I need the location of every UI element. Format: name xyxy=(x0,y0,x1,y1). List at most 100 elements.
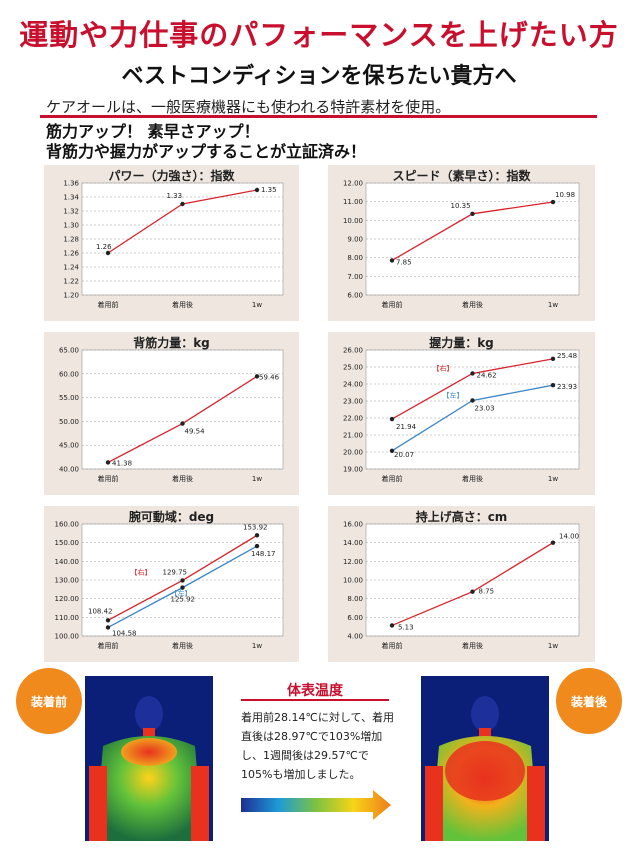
chart-title: パワー（力強さ）：指数 xyxy=(108,168,235,183)
y-tick-label: 1.22 xyxy=(63,278,79,286)
y-tick-label: 6.00 xyxy=(347,614,363,622)
data-point xyxy=(470,371,475,376)
plot-area xyxy=(365,349,580,470)
data-point xyxy=(105,625,111,630)
data-label: 21.94 xyxy=(396,423,417,431)
chart-panel-grip: 握力量：kg 19.00 20.00 21.00 22.00 23.00 24.00 25.0… xyxy=(328,332,595,495)
badge-after: 装着後 xyxy=(556,668,622,734)
data-label: 108.42 xyxy=(88,607,113,615)
y-tick-label: 50.00 xyxy=(59,418,79,426)
data-label: 25.48 xyxy=(557,352,577,360)
data-label: 20.07 xyxy=(394,451,414,459)
data-label: 23.93 xyxy=(557,383,577,391)
x-tick-label: 着用前 xyxy=(382,300,403,309)
chart-panel-speed: スピード（素早さ）：指数 6.00 7.00 8.00 9.00 10.00 11.00 12… xyxy=(328,165,595,321)
chart-power: パワー（力強さ）：指数 1.20 1.22 1.24 1.26 1.28 1.30 1.32 1… xyxy=(63,168,284,309)
y-tick-label: 6.00 xyxy=(347,292,363,300)
series-name-label: 【右】 xyxy=(433,363,454,372)
chart-title: スピード（素早さ）：指数 xyxy=(392,168,531,183)
y-tick-label: 60.00 xyxy=(59,370,79,378)
claim-text: 筋力アップ！ 素早さアップ！ 背筋力や握力がアップすることが立証済み！ xyxy=(46,122,366,162)
y-tick-label: 11.00 xyxy=(343,198,363,206)
x-tick-label: 着用後 xyxy=(172,474,193,483)
data-label: 59.46 xyxy=(259,373,280,381)
series-name-label: 【左】 xyxy=(171,589,192,598)
data-label: 153.92 xyxy=(243,523,268,531)
x-tick-label: 1w xyxy=(252,301,262,309)
data-label: 8.75 xyxy=(479,588,495,596)
y-tick-label: 45.00 xyxy=(59,442,79,450)
y-tick-label: 26.00 xyxy=(343,347,363,355)
data-point xyxy=(550,356,556,362)
y-tick-label: 100.00 xyxy=(55,633,80,641)
claim-line-2: 背筋力や握力がアップすることが立証済み！ xyxy=(46,142,367,161)
y-tick-label: 9.00 xyxy=(347,236,363,244)
x-tick-label: 着用後 xyxy=(462,474,483,483)
y-tick-label: 1.28 xyxy=(63,236,79,244)
y-tick-label: 1.36 xyxy=(63,180,79,188)
chart-speed: スピード（素早さ）：指数 6.00 7.00 8.00 9.00 10.00 11.00 12… xyxy=(343,168,580,309)
thermal-figure-before-icon xyxy=(85,676,213,841)
y-tick-label: 20.00 xyxy=(343,449,363,457)
plot-area xyxy=(81,349,284,470)
data-point xyxy=(254,374,260,379)
y-tick-label: 120.00 xyxy=(55,595,80,603)
y-tick-label: 110.00 xyxy=(55,614,80,622)
data-point xyxy=(180,585,185,590)
data-label: 7.85 xyxy=(396,258,412,266)
data-point xyxy=(389,416,395,422)
thermal-description: 着用前28.14℃に対して、着用直後は28.97℃で103%増加し、1週間後は2… xyxy=(241,711,394,781)
data-point xyxy=(389,448,395,454)
y-tick-label: 40.00 xyxy=(59,466,79,474)
data-point xyxy=(470,211,475,216)
data-label: 14.00 xyxy=(559,533,579,541)
x-tick-label: 着用前 xyxy=(98,300,119,309)
y-tick-label: 7.00 xyxy=(347,273,363,281)
data-point xyxy=(254,543,260,549)
data-point xyxy=(550,199,556,205)
x-tick-label: 1w xyxy=(548,301,558,309)
series-name-label: 【左】 xyxy=(443,390,464,399)
series-name-label: 【右】 xyxy=(131,567,152,576)
x-tick-label: 1w xyxy=(252,642,262,650)
data-point xyxy=(550,540,556,545)
x-tick-label: 着用前 xyxy=(98,474,119,483)
y-tick-label: 23.00 xyxy=(343,398,363,406)
y-tick-label: 8.00 xyxy=(347,254,363,262)
thermal-figure-after-icon xyxy=(421,676,549,841)
x-tick-label: 着用後 xyxy=(462,300,483,309)
x-tick-label: 着用後 xyxy=(172,300,193,309)
data-label: 49.54 xyxy=(185,428,206,436)
y-tick-label: 1.20 xyxy=(63,292,79,300)
data-point xyxy=(389,623,395,628)
data-point xyxy=(105,460,111,465)
data-point xyxy=(550,382,556,388)
chart-panel-power: パワー（力強さ）：指数 1.20 1.22 1.24 1.26 1.28 1.30 1.32 1… xyxy=(44,165,299,321)
data-point xyxy=(105,250,111,256)
data-label: 129.75 xyxy=(163,568,188,576)
data-label: 1.33 xyxy=(167,192,183,200)
y-tick-label: 1.24 xyxy=(63,264,79,272)
data-label: 1.35 xyxy=(261,186,277,194)
badge-before: 装着前 xyxy=(16,668,82,734)
y-tick-label: 19.00 xyxy=(343,466,363,474)
data-point xyxy=(254,533,260,538)
divider xyxy=(40,115,597,118)
data-label: 5.13 xyxy=(398,623,414,631)
x-tick-label: 着用前 xyxy=(382,641,403,650)
chart-title: 持上げ高さ：cm xyxy=(416,509,508,524)
x-tick-label: 1w xyxy=(548,642,558,650)
y-tick-label: 1.26 xyxy=(63,250,79,258)
x-tick-label: 着用後 xyxy=(172,641,193,650)
data-point xyxy=(254,187,260,193)
y-tick-label: 160.00 xyxy=(55,521,80,529)
data-point xyxy=(180,201,185,207)
claim-line-1: 筋力アップ！ 素早さアップ！ xyxy=(46,122,260,141)
y-tick-label: 21.00 xyxy=(343,432,363,440)
data-point xyxy=(105,618,111,623)
chart-title: 腕可動域：deg xyxy=(128,509,214,524)
chart-grip: 握力量：kg 19.00 20.00 21.00 22.00 23.00 24.00 25.0… xyxy=(343,335,580,483)
chart-panel-back-strength: 背筋力量：kg 40.00 45.00 50.00 55.00 60.00 65.00 着用前… xyxy=(44,332,299,495)
chart-lift-height: 持上げ高さ：cm 4.00 6.00 8.00 10.00 12.00 14.00 16.00… xyxy=(343,509,580,650)
x-tick-label: 1w xyxy=(548,475,558,483)
